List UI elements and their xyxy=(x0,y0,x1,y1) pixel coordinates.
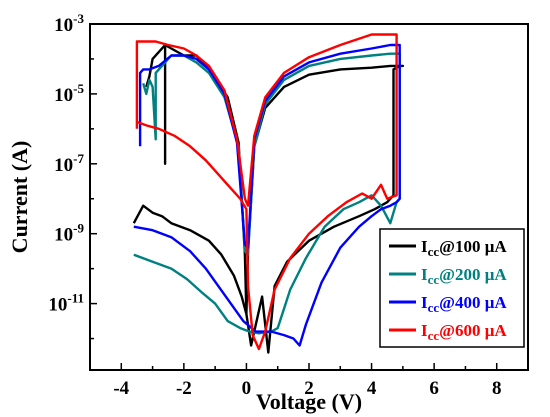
x-tick-label: -4 xyxy=(113,378,129,399)
legend-label-4: Icc@600 μA xyxy=(421,321,507,343)
legend-label-1: Icc@100 μA xyxy=(421,237,507,259)
x-tick-label: -2 xyxy=(176,378,192,399)
plot-frame xyxy=(89,23,529,371)
y-tick-label: 10-3 xyxy=(54,11,84,36)
x-axis-label: Voltage (V) xyxy=(256,389,362,414)
x-tick-label: 2 xyxy=(304,378,314,399)
x-tick-label: 4 xyxy=(367,378,377,399)
legend: Icc@100 μA Icc@200 μA Icc@400 μA Icc@600 μA xyxy=(379,228,525,348)
series-line-1 xyxy=(132,43,405,354)
x-axis-ticks: -4 -2 0 2 4 6 8 xyxy=(89,363,529,399)
x-tick-label: 6 xyxy=(429,378,439,399)
y-tick-label: 10-5 xyxy=(54,81,84,106)
y-tick-label: 10-7 xyxy=(54,151,84,176)
y-tick-label: 10-11 xyxy=(48,291,84,316)
series-line-4 xyxy=(135,33,398,351)
y-tick-label: 10-9 xyxy=(54,221,84,246)
y-axis-ticks: 10-3 10-5 10-7 10-9 10-11 xyxy=(48,11,97,340)
legend-box xyxy=(379,228,525,348)
y-axis-label: Current (A) xyxy=(7,141,32,254)
x-tick-label: 0 xyxy=(242,378,252,399)
legend-label-2: Icc@200 μA xyxy=(421,265,507,287)
legend-label-3: Icc@400 μA xyxy=(421,293,507,315)
x-tick-label: 8 xyxy=(492,378,502,399)
series-layer xyxy=(132,33,405,354)
series-line-3 xyxy=(133,43,401,347)
